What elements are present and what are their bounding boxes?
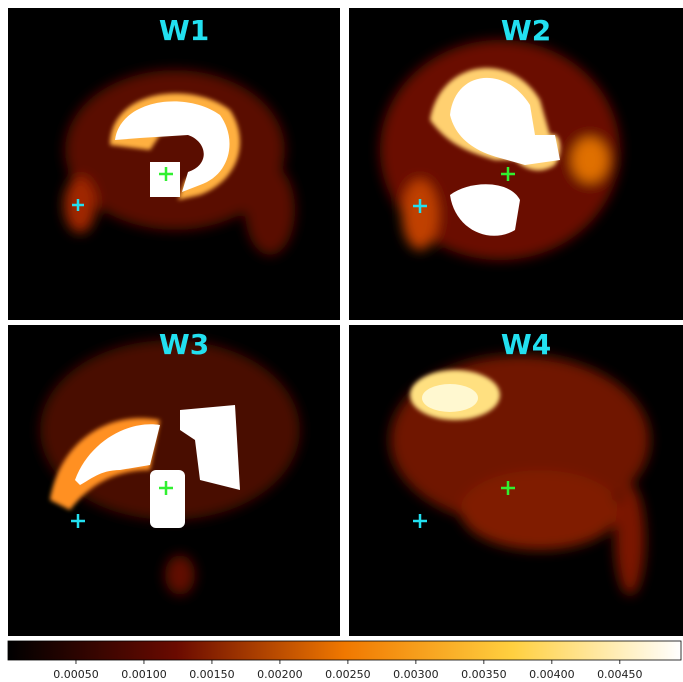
colorbar-tick-label: 0.00200 bbox=[257, 668, 303, 681]
colorbar bbox=[7, 640, 682, 661]
colorbar-tick-label: 0.00150 bbox=[189, 668, 235, 681]
panel-w1: W1 bbox=[8, 8, 340, 320]
colorbar-tick-label: 0.00450 bbox=[597, 668, 643, 681]
colorbar-tick-label: 0.00250 bbox=[325, 668, 371, 681]
panel-title: W2 bbox=[501, 14, 551, 47]
panel-w4: W4 bbox=[349, 325, 683, 636]
colorbar-tick-label: 0.00350 bbox=[461, 668, 507, 681]
panel-w2: W2 bbox=[349, 8, 683, 320]
panel-title: W4 bbox=[501, 328, 551, 361]
colorbar-tick-label: 0.00050 bbox=[53, 668, 99, 681]
colorbar-tick-label: 0.00400 bbox=[529, 668, 575, 681]
colorbar-tick-label: 0.00300 bbox=[393, 668, 439, 681]
panel-title: W3 bbox=[159, 328, 209, 361]
panel-title: W1 bbox=[159, 14, 209, 47]
colorbar-tick-label: 0.00100 bbox=[121, 668, 167, 681]
panel-w3: W3 bbox=[8, 325, 340, 636]
